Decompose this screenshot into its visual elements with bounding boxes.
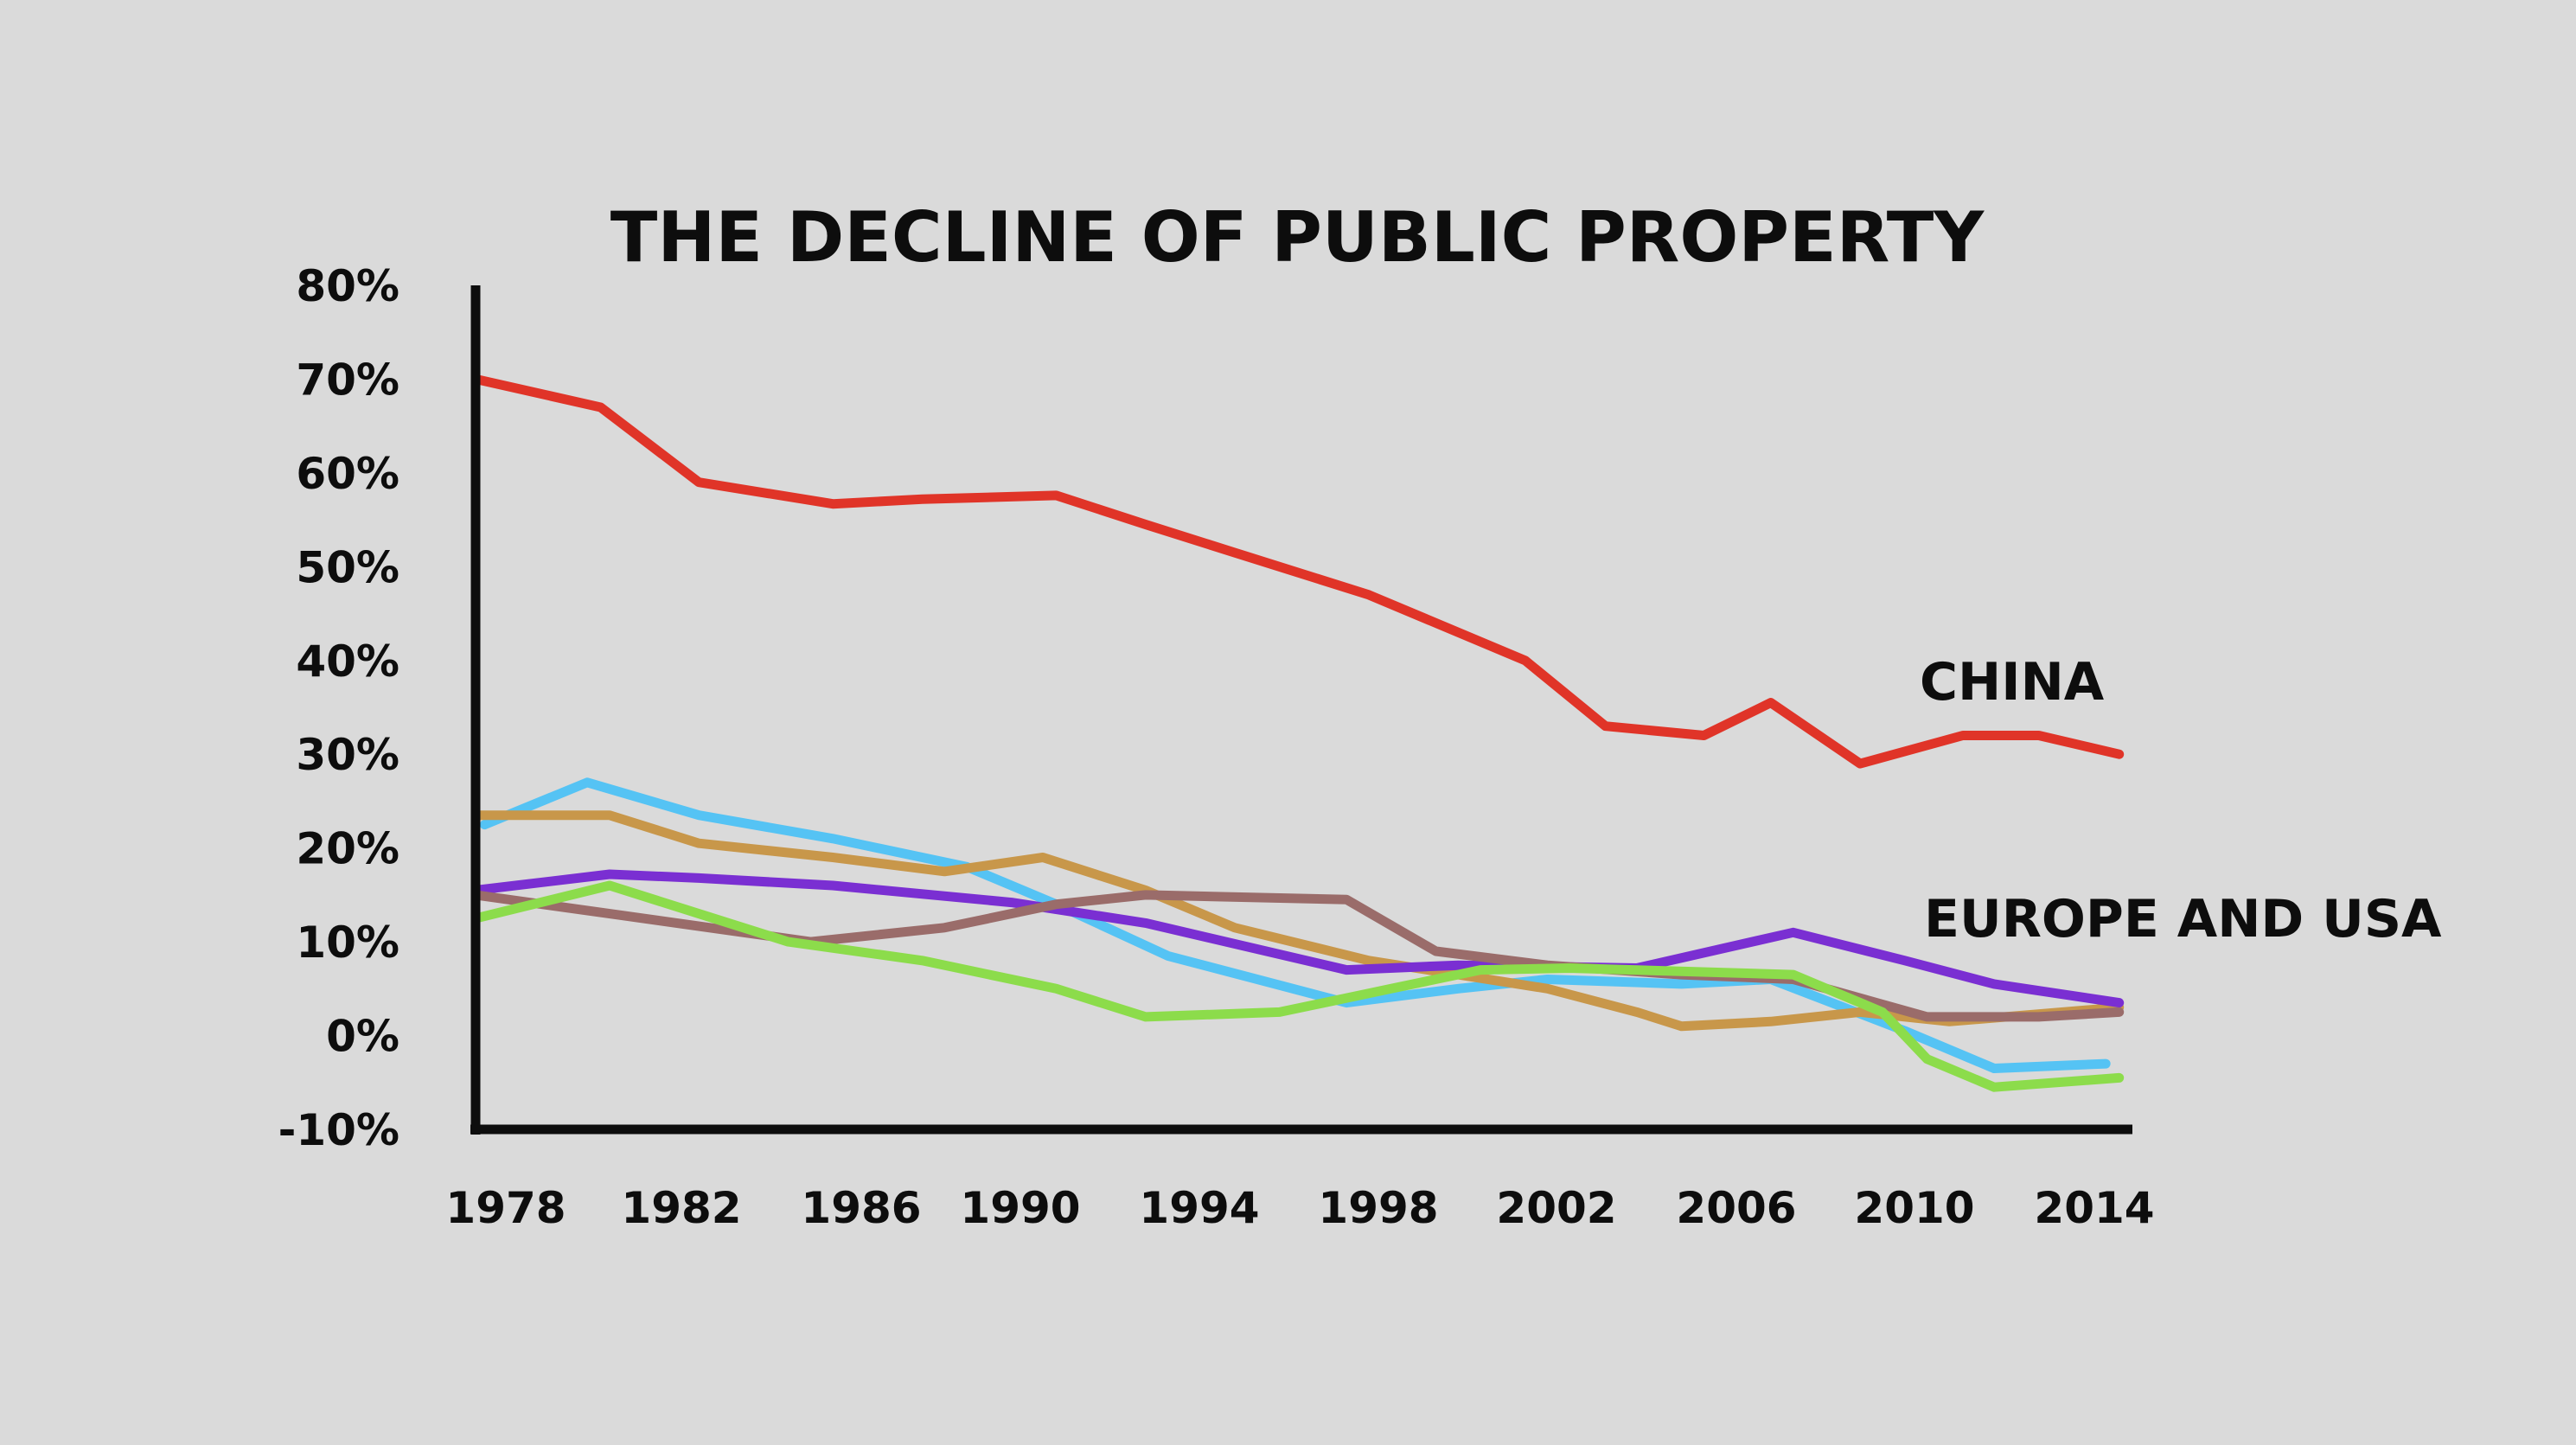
- annotation-label: EUROPE AND USA: [1924, 889, 2442, 949]
- chart-title: THE DECLINE OF PUBLIC PROPERTY: [610, 197, 1985, 278]
- x-tick-label: 2006: [1676, 1183, 1796, 1233]
- x-tick-label: 2002: [1496, 1183, 1616, 1233]
- y-tick-label: 10%: [296, 918, 400, 968]
- annotations: CHINA EUROPE AND USA: [1920, 652, 2442, 949]
- axes: [470, 285, 2132, 1135]
- series-line-6: [470, 880, 2125, 1092]
- annotation-label: CHINA: [1920, 652, 2105, 713]
- x-tick-label: 1982: [621, 1183, 741, 1233]
- series-line-3: [470, 810, 2125, 1032]
- y-tick-label: 60%: [296, 449, 400, 499]
- x-axis-tick-labels: 1978 1982 1986 1990 1994 1998 2002 2006 2010 2014: [445, 1183, 2154, 1233]
- x-tick-label: 1986: [801, 1183, 921, 1233]
- y-tick-label: 50%: [296, 542, 400, 592]
- series-line-4: [470, 869, 2125, 1008]
- x-tick-label: 1994: [1139, 1183, 1259, 1233]
- y-axis-tick-labels: 80% 70% 60% 50% 40% 30% 20% 10% 0% -10%: [278, 261, 400, 1155]
- x-tick-label: 1990: [960, 1183, 1080, 1233]
- y-tick-label: 40%: [296, 636, 400, 687]
- y-tick-label: 0%: [326, 1012, 400, 1062]
- series-line-1: [470, 374, 2125, 769]
- x-tick-label: 2010: [1854, 1183, 1974, 1233]
- x-tick-label: 1978: [445, 1183, 566, 1233]
- series-lines: [470, 374, 2125, 1092]
- y-tick-label: 80%: [296, 261, 400, 311]
- y-tick-label: 20%: [296, 824, 400, 874]
- y-tick-label: 70%: [296, 355, 400, 405]
- x-tick-label: 2014: [2034, 1183, 2154, 1233]
- y-tick-label: -10%: [278, 1105, 400, 1155]
- x-tick-label: 1998: [1318, 1183, 1438, 1233]
- y-tick-label: 30%: [296, 730, 400, 780]
